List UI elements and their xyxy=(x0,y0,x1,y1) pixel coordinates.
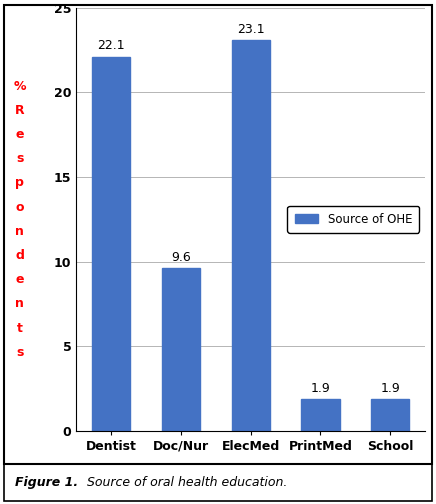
Text: n: n xyxy=(15,225,24,238)
Bar xyxy=(162,268,200,431)
Text: Source of oral health education.: Source of oral health education. xyxy=(83,476,288,489)
Text: 9.6: 9.6 xyxy=(171,251,191,264)
Text: Figure 1.: Figure 1. xyxy=(15,476,78,489)
Bar xyxy=(232,40,270,431)
Text: s: s xyxy=(16,152,23,165)
Text: 1.9: 1.9 xyxy=(380,382,400,395)
Text: t: t xyxy=(17,322,23,335)
Text: p: p xyxy=(15,176,24,190)
Text: %: % xyxy=(14,80,26,93)
Text: e: e xyxy=(15,128,24,141)
Legend: Source of OHE: Source of OHE xyxy=(287,206,419,233)
Bar xyxy=(371,399,409,431)
Text: d: d xyxy=(15,249,24,262)
Text: s: s xyxy=(16,346,23,359)
Text: 1.9: 1.9 xyxy=(310,382,330,395)
Text: e: e xyxy=(15,273,24,286)
Text: 22.1: 22.1 xyxy=(98,39,125,52)
Bar xyxy=(92,56,130,431)
Text: 23.1: 23.1 xyxy=(237,23,265,35)
Text: n: n xyxy=(15,297,24,310)
Bar xyxy=(301,399,340,431)
Text: R: R xyxy=(15,104,24,117)
Text: o: o xyxy=(15,201,24,214)
